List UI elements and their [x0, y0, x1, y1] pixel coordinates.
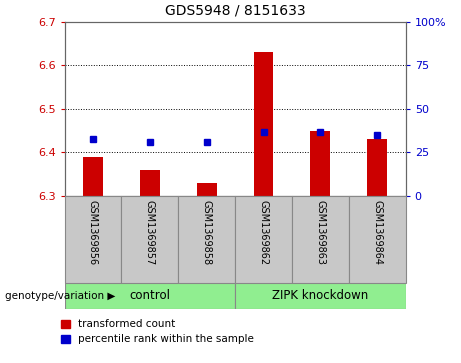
Text: ZIPK knockdown: ZIPK knockdown — [272, 289, 368, 302]
Legend: transformed count, percentile rank within the sample: transformed count, percentile rank withi… — [60, 319, 254, 344]
Bar — [310, 131, 331, 196]
Bar — [235, 196, 292, 283]
Bar — [235, 283, 406, 309]
Text: GSM1369857: GSM1369857 — [145, 200, 155, 266]
Bar — [292, 196, 349, 283]
Text: GSM1369864: GSM1369864 — [372, 200, 382, 265]
Text: GSM1369858: GSM1369858 — [201, 200, 212, 265]
Bar — [65, 196, 121, 283]
Bar — [197, 183, 217, 196]
Text: GSM1369856: GSM1369856 — [88, 200, 98, 265]
Text: GSM1369863: GSM1369863 — [315, 200, 325, 265]
Title: GDS5948 / 8151633: GDS5948 / 8151633 — [165, 4, 306, 18]
Bar — [140, 170, 160, 196]
Bar — [83, 157, 103, 196]
Bar — [65, 283, 235, 309]
Text: control: control — [130, 289, 170, 302]
Text: GSM1369862: GSM1369862 — [259, 200, 269, 265]
Bar — [349, 196, 406, 283]
Bar — [121, 196, 178, 283]
Text: genotype/variation ▶: genotype/variation ▶ — [5, 291, 115, 301]
Bar — [178, 196, 235, 283]
Bar — [367, 139, 387, 196]
Bar — [254, 52, 273, 196]
